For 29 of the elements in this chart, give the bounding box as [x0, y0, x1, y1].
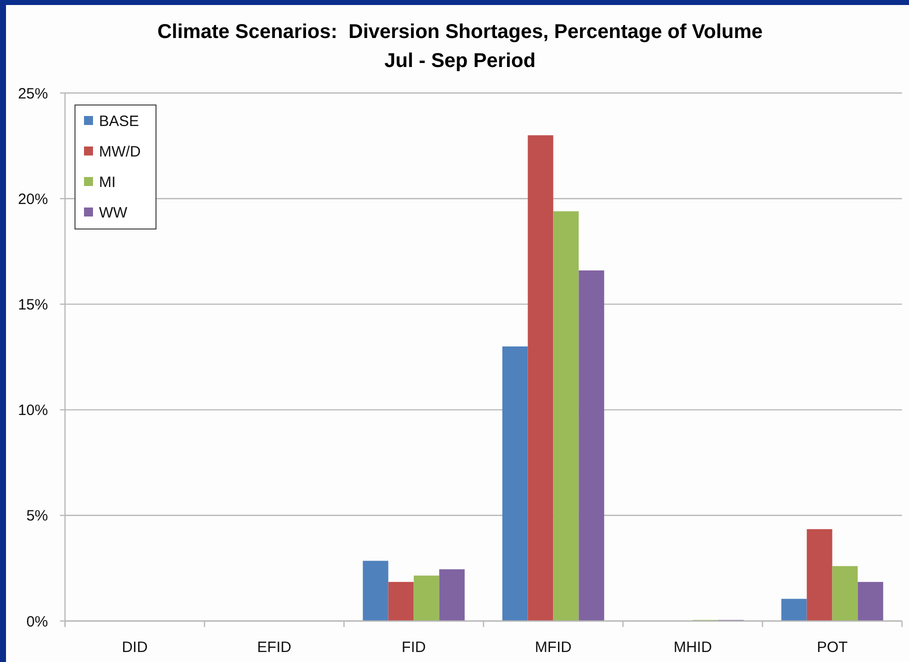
y-tick-label: 5%	[26, 508, 48, 525]
bar	[832, 566, 858, 621]
bar	[414, 576, 440, 621]
x-tick-label: POT	[816, 639, 848, 656]
x-tick-label: DID	[122, 639, 148, 656]
x-tick-label: MHID	[674, 639, 712, 656]
legend-label: BASE	[99, 112, 140, 130]
x-tick-label: MFID	[534, 639, 572, 656]
bar	[502, 346, 528, 621]
bar	[578, 270, 604, 621]
legend-label: MI	[99, 174, 116, 191]
bar	[528, 135, 554, 621]
x-tick-label: FID	[402, 639, 426, 656]
bar	[858, 582, 884, 621]
bar	[388, 582, 414, 621]
bar	[362, 560, 388, 621]
bar	[553, 211, 579, 621]
y-tick-label: 0%	[26, 613, 48, 630]
chart-title: Climate Scenarios: Diversion Shortages, Percentage of Volume Jul - Sep Period	[157, 21, 763, 72]
legend-label: MW/D	[99, 143, 141, 160]
bar	[806, 529, 832, 621]
bar	[439, 569, 465, 621]
legend-label: WW	[99, 204, 128, 222]
x-tick-label: EFID	[257, 639, 292, 656]
bar	[781, 598, 807, 621]
y-tick-label: 15%	[18, 296, 48, 314]
y-tick-label: 20%	[18, 190, 48, 208]
y-tick-label: 10%	[18, 402, 48, 420]
y-tick-label: 25%	[18, 85, 48, 102]
